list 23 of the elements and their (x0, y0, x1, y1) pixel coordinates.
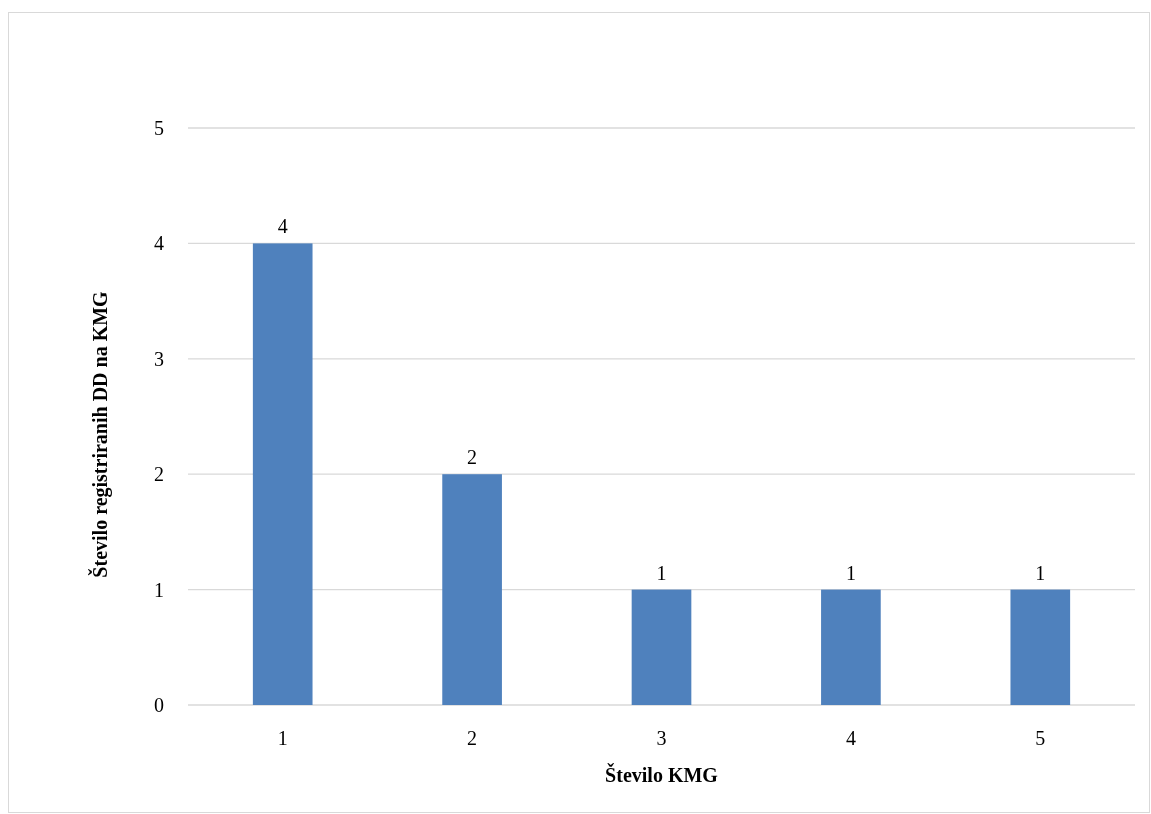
y-axis-title: Število registriranih DD na KMG (88, 290, 112, 578)
bar (252, 243, 313, 705)
bar (1010, 589, 1071, 705)
bar (442, 474, 502, 705)
x-tick-label: 2 (467, 727, 478, 749)
x-tick-label: 3 (656, 727, 667, 749)
data-label: 1 (1035, 561, 1046, 584)
bar (631, 589, 692, 705)
x-tick-label: 5 (1035, 727, 1046, 749)
x-axis-title: Število KMG (605, 763, 719, 786)
data-label: 1 (656, 561, 667, 584)
bar (821, 589, 881, 705)
y-tick-label: 2 (154, 463, 164, 486)
y-tick-label: 3 (154, 347, 164, 370)
y-tick-label: 4 (154, 232, 164, 255)
y-tick-label: 0 (154, 694, 164, 716)
x-tick-label: 4 (845, 727, 856, 749)
x-tick-label: 1 (277, 727, 288, 749)
y-tick-label: 5 (154, 117, 164, 139)
y-tick-label: 1 (154, 578, 164, 601)
data-label: 1 (845, 561, 856, 584)
data-label: 4 (277, 215, 288, 238)
data-label: 2 (467, 446, 478, 469)
